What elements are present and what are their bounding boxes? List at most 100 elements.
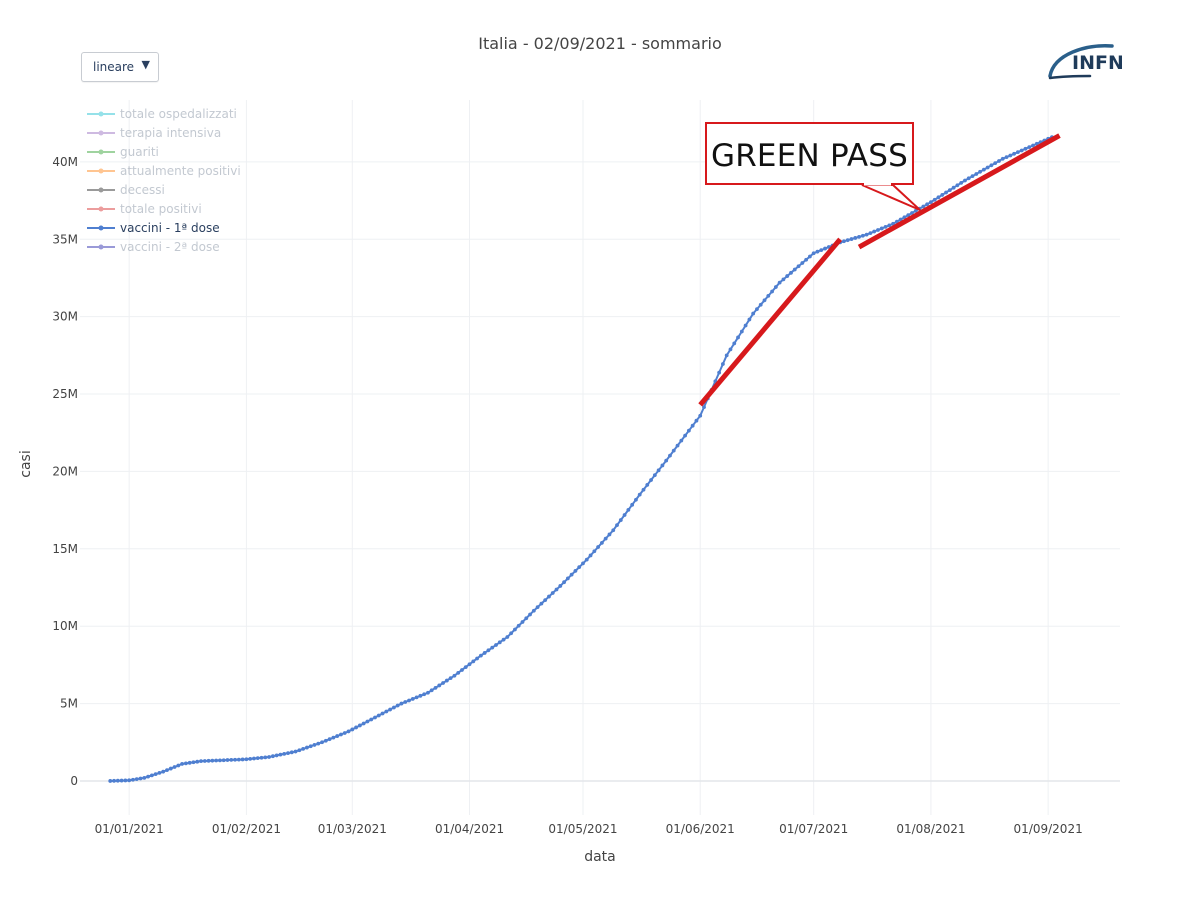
- legend-label: vaccini - 1ª dose: [120, 221, 220, 235]
- data-point: [384, 709, 389, 714]
- data-point: [849, 237, 854, 241]
- annotation-callout-pointer: [861, 184, 921, 211]
- data-point: [902, 215, 907, 220]
- data-point: [471, 659, 476, 664]
- data-point: [255, 756, 260, 761]
- legend-item[interactable]: attualmente positivi: [87, 164, 241, 178]
- data-point: [932, 197, 937, 202]
- data-point: [603, 536, 608, 541]
- data-point: [127, 778, 132, 783]
- data-point: [755, 307, 759, 312]
- legend-item[interactable]: totale ospedalizzati: [87, 107, 237, 121]
- legend-label: terapia intensiva: [120, 126, 221, 140]
- data-point: [373, 715, 377, 720]
- data-point: [531, 608, 536, 613]
- data-point: [339, 732, 343, 737]
- data-point: [202, 759, 207, 763]
- data-point: [573, 569, 578, 573]
- data-point: [857, 234, 861, 239]
- data-point: [970, 174, 975, 179]
- data-point: [634, 497, 638, 502]
- data-point: [490, 645, 495, 650]
- legend-item[interactable]: vaccini - 2ª dose: [87, 240, 220, 254]
- data-point: [331, 735, 336, 740]
- data-point: [887, 223, 892, 228]
- data-point: [811, 251, 816, 256]
- data-point: [736, 335, 740, 340]
- data-point: [524, 616, 529, 621]
- data-point: [717, 370, 722, 375]
- data-point: [376, 713, 381, 718]
- data-point: [588, 553, 593, 558]
- data-point: [1008, 153, 1013, 158]
- x-tick-label: 01/04/2021: [435, 822, 504, 836]
- legend-marker-icon: [98, 225, 104, 231]
- legend-marker-icon: [98, 130, 104, 136]
- data-point: [539, 601, 544, 606]
- data-point: [320, 740, 324, 745]
- data-point: [611, 528, 616, 533]
- legend-marker-icon: [98, 111, 104, 117]
- legend[interactable]: totale ospedalizzati terapia intensiva gua…: [87, 107, 241, 254]
- data-point: [796, 264, 801, 269]
- legend-item[interactable]: decessi: [87, 183, 165, 197]
- data-point: [985, 165, 990, 170]
- data-point: [513, 627, 517, 632]
- data-point: [743, 323, 748, 328]
- data-point: [554, 587, 559, 592]
- data-point: [308, 744, 313, 749]
- data-point: [335, 734, 340, 738]
- data-point: [305, 745, 309, 750]
- data-point: [649, 478, 653, 482]
- legend-label: decessi: [120, 183, 165, 197]
- data-point: [516, 623, 521, 628]
- data-point: [751, 311, 756, 316]
- data-point: [187, 760, 192, 765]
- legend-item[interactable]: totale positivi: [87, 202, 202, 216]
- data-point: [747, 317, 752, 322]
- data-point: [951, 185, 956, 190]
- chevron-down-icon: ▼: [141, 58, 150, 71]
- data-point: [910, 211, 914, 215]
- x-axis-ticks: 01/01/2021 01/02/2021 01/03/2021 01/04/2021…: [95, 822, 1083, 836]
- data-point: [342, 731, 347, 735]
- data-point: [180, 762, 185, 766]
- data-point: [327, 737, 332, 742]
- legend-label: attualmente positivi: [120, 164, 241, 178]
- legend-item[interactable]: vaccini - 1ª dose: [87, 221, 220, 235]
- data-point: [823, 246, 827, 251]
- data-point: [229, 758, 234, 762]
- data-point: [929, 200, 933, 205]
- data-point: [426, 690, 430, 695]
- y-tick-label: 30M: [52, 310, 78, 324]
- data-point: [936, 195, 941, 200]
- data-point: [993, 161, 998, 166]
- legend-label: vaccini - 2ª dose: [120, 240, 220, 254]
- data-point: [853, 236, 858, 240]
- scale-dropdown[interactable]: lineare ▼: [81, 52, 159, 82]
- data-point: [146, 774, 150, 779]
- data-point: [225, 758, 230, 762]
- data-point: [758, 302, 763, 307]
- data-point: [259, 755, 264, 760]
- data-point: [165, 768, 169, 773]
- grid-lines: [80, 100, 1120, 815]
- legend-item[interactable]: terapia intensiva: [87, 126, 221, 140]
- data-point: [157, 771, 162, 775]
- y-tick-label: 0: [70, 774, 78, 788]
- data-point: [494, 643, 498, 647]
- chart-title: Italia - 02/09/2021 - sommario: [478, 34, 722, 53]
- y-tick-label: 25M: [52, 387, 78, 401]
- legend-item[interactable]: guariti: [87, 145, 159, 159]
- data-point: [698, 413, 703, 418]
- data-point: [214, 758, 219, 763]
- data-point: [618, 518, 623, 522]
- logo-swoosh-lower: [1048, 74, 1092, 80]
- data-point: [274, 753, 279, 758]
- data-point: [622, 513, 627, 517]
- data-point: [876, 228, 880, 232]
- y-tick-label: 10M: [52, 619, 78, 633]
- data-point: [361, 721, 366, 726]
- data-point: [592, 549, 597, 554]
- y-axis-ticks: 0 5M 10M 15M 20M 25M 30M 35M 40M: [52, 155, 78, 788]
